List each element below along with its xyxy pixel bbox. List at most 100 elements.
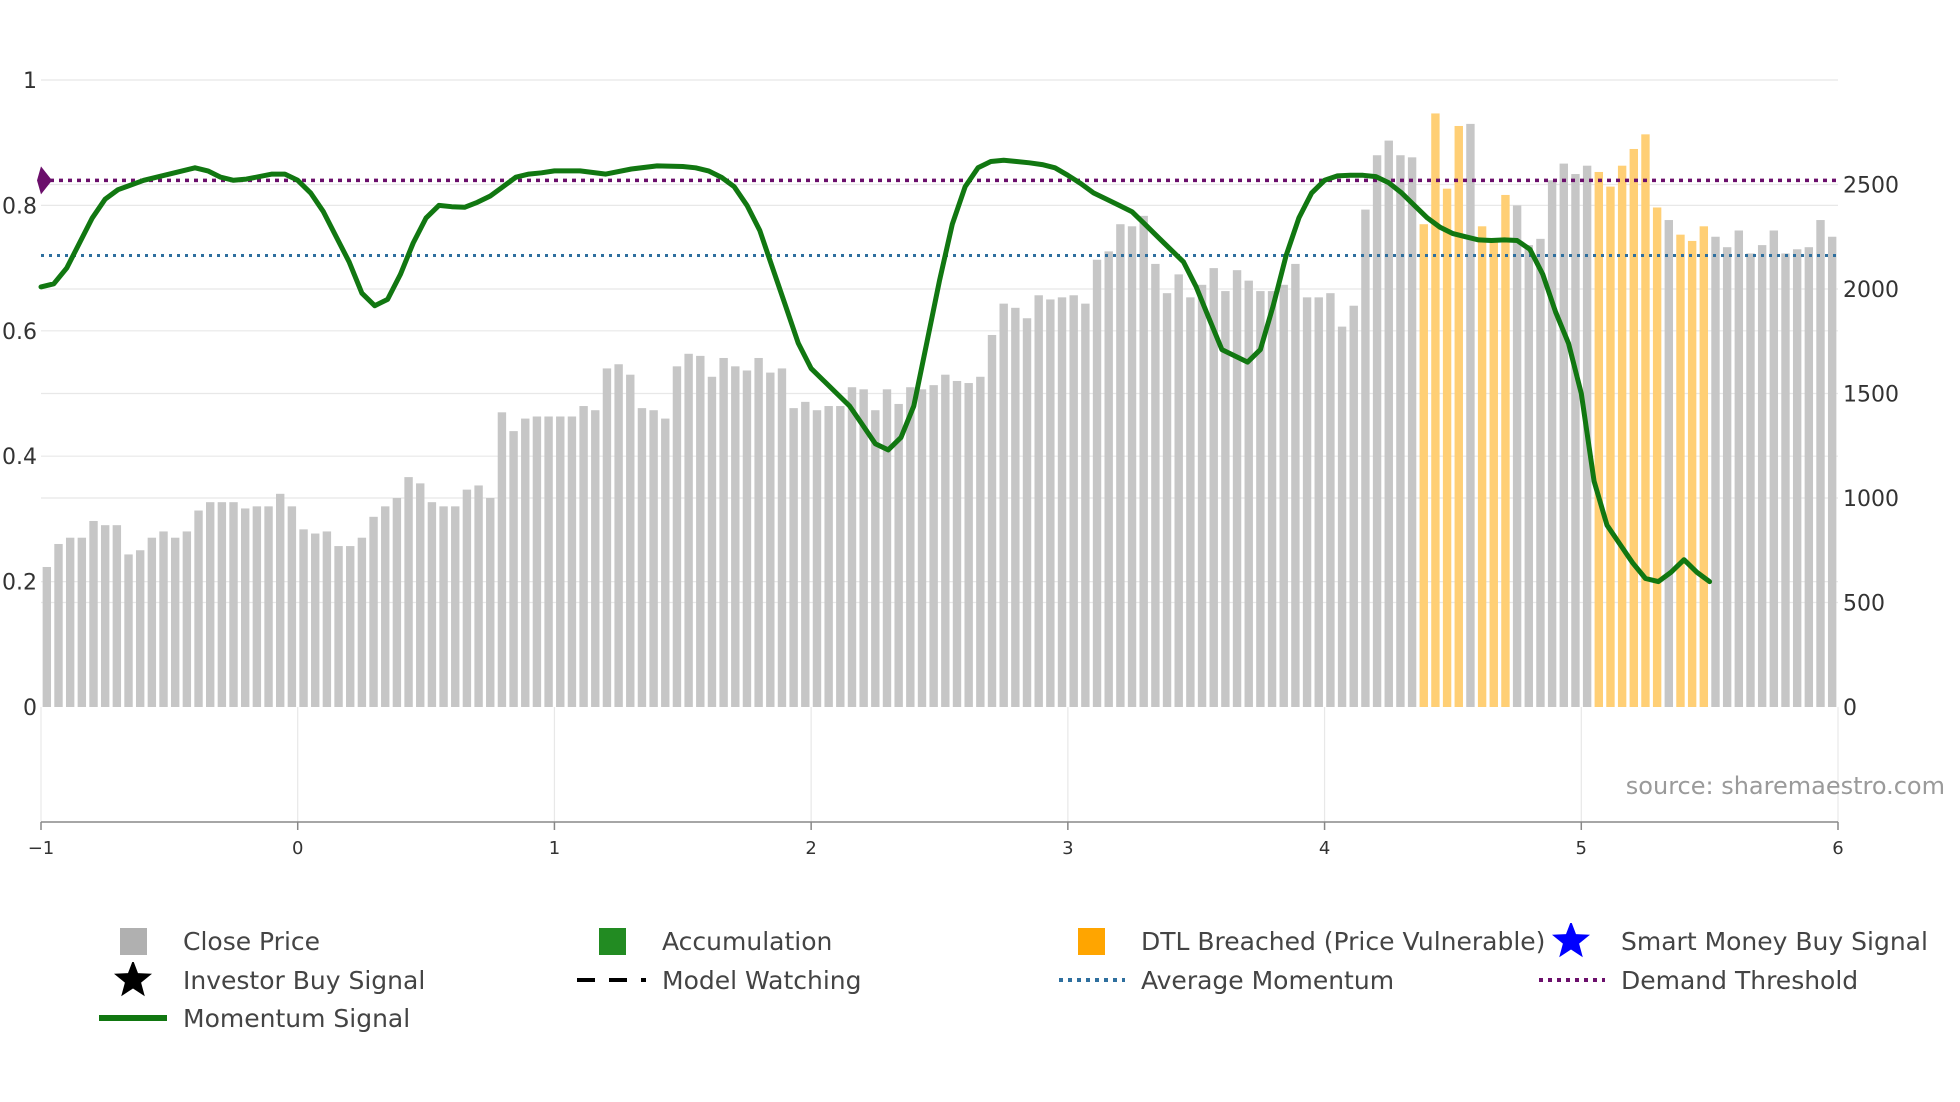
close-price-bar: [521, 418, 530, 707]
right-y-tick-label: 2000: [1843, 278, 1899, 303]
close-price-bar: [917, 389, 927, 707]
close-price-bar: [649, 410, 658, 707]
close-price-bar: [579, 406, 588, 707]
close-price-bar: [941, 374, 950, 707]
left-y-tick-label: 0.2: [2, 571, 37, 596]
close-price-bar: [404, 477, 413, 707]
dtl-breached-bar: [1687, 240, 1697, 707]
close-price-bar: [532, 416, 542, 707]
close-price-bar: [672, 366, 682, 707]
close-price-bar: [1116, 224, 1125, 707]
close-price-bar: [1337, 326, 1347, 707]
dtl-breached-bar: [1442, 188, 1452, 707]
x-tick-label: 2: [805, 838, 816, 859]
close-price-bar: [1174, 274, 1183, 707]
close-price-bar: [637, 408, 647, 707]
close-price-bar: [1081, 303, 1090, 707]
close-price-bar: [661, 418, 670, 707]
close-price-bar: [556, 416, 565, 707]
close-price-bar: [124, 554, 133, 707]
right-y-tick-label: 500: [1843, 592, 1885, 617]
axes: −1 0 1 2 3 4 5 6 0 0.2 0.4 0.6 0.8 1 0 500 1000 1500 2000 2…: [2, 69, 1899, 859]
close-price-bar: [894, 403, 903, 707]
close-price-bar: [789, 408, 798, 707]
close-price-bar: [1571, 174, 1580, 708]
close-price-bar: [1139, 215, 1148, 707]
close-price-bar: [65, 537, 75, 707]
close-price-bar: [1781, 253, 1790, 707]
right-y-tick-label: 1000: [1843, 487, 1899, 512]
close-price-bar: [684, 353, 693, 707]
x-tick-label: 1: [549, 838, 560, 859]
close-price-bar: [742, 370, 752, 707]
close-price-bar: [1524, 245, 1533, 708]
close-price-bar: [392, 498, 402, 707]
close-price-bar: [1057, 297, 1067, 707]
close-price-bar: [1746, 253, 1755, 707]
close-price-bar: [882, 389, 892, 707]
close-price-bar: [241, 508, 250, 707]
close-price-bar: [836, 406, 845, 707]
close-price-bar: [1092, 259, 1102, 707]
dtl-breached-bar: [1641, 134, 1650, 708]
close-price-bar: [1384, 140, 1393, 708]
close-price-bar: [602, 368, 612, 707]
close-price-bar: [77, 537, 87, 707]
close-price-bar: [264, 506, 273, 707]
close-price-bar: [1034, 295, 1043, 707]
demand-threshold-marker: [37, 166, 52, 195]
close-price-bar: [170, 537, 180, 707]
close-price-bar: [509, 431, 518, 707]
close-price-bar: [987, 334, 997, 707]
close-price-bar: [462, 489, 472, 707]
close-price-bar: [1162, 293, 1172, 707]
dtl-breached-bar: [1606, 186, 1615, 708]
close-price-bar: [1792, 249, 1802, 708]
dtl-breached-bar: [1594, 171, 1603, 707]
x-tick-label: −1: [28, 838, 55, 859]
dtl-breached-bar: [1489, 238, 1498, 707]
dtl-breached-bar: [1652, 207, 1662, 708]
close-price-bar: [1757, 245, 1767, 708]
close-price-bar: [1769, 230, 1779, 708]
dtl-breached-bar: [1676, 234, 1685, 707]
x-tick-label: 4: [1319, 838, 1330, 859]
close-price-bars: [42, 113, 1837, 708]
right-y-tick-label: 2500: [1843, 174, 1899, 199]
close-price-bar: [777, 368, 787, 707]
close-price-bar: [439, 506, 448, 707]
dtl-breached-bar: [1431, 113, 1440, 707]
close-price-bar: [952, 380, 962, 707]
close-price-bar: [1244, 280, 1253, 707]
close-price-bar: [89, 520, 98, 707]
close-price-bar: [626, 374, 635, 707]
close-price-bar: [976, 376, 985, 707]
close-price-bar: [1396, 155, 1405, 708]
close-price-bar: [1349, 305, 1358, 707]
close-price-bar: [381, 506, 390, 707]
dtl-breached-bar: [1617, 165, 1627, 707]
left-y-tick-label: 0: [23, 696, 37, 721]
close-price-bar: [859, 389, 868, 707]
close-price-bar: [614, 364, 623, 707]
close-price-bar: [346, 546, 355, 707]
close-price-bar: [964, 383, 973, 707]
close-price-bar: [1722, 247, 1732, 707]
close-price-bar: [847, 387, 857, 707]
close-price-bar: [1011, 307, 1020, 707]
left-y-tick-label: 0.6: [2, 320, 37, 345]
dtl-breached-bar: [1454, 125, 1463, 708]
close-price-bar: [1734, 230, 1744, 708]
close-price-bar: [427, 502, 437, 707]
close-price-bar: [544, 416, 553, 707]
close-price-bar: [1816, 220, 1825, 707]
close-price-bar: [1069, 295, 1078, 707]
close-price-bar: [1804, 247, 1814, 707]
close-price-bar: [135, 550, 145, 707]
close-price-bar: [1279, 284, 1288, 707]
close-price-bar: [1022, 318, 1032, 707]
close-price-bar: [1256, 291, 1265, 707]
close-price-bar: [1267, 291, 1277, 707]
close-price-bar: [1314, 297, 1323, 707]
